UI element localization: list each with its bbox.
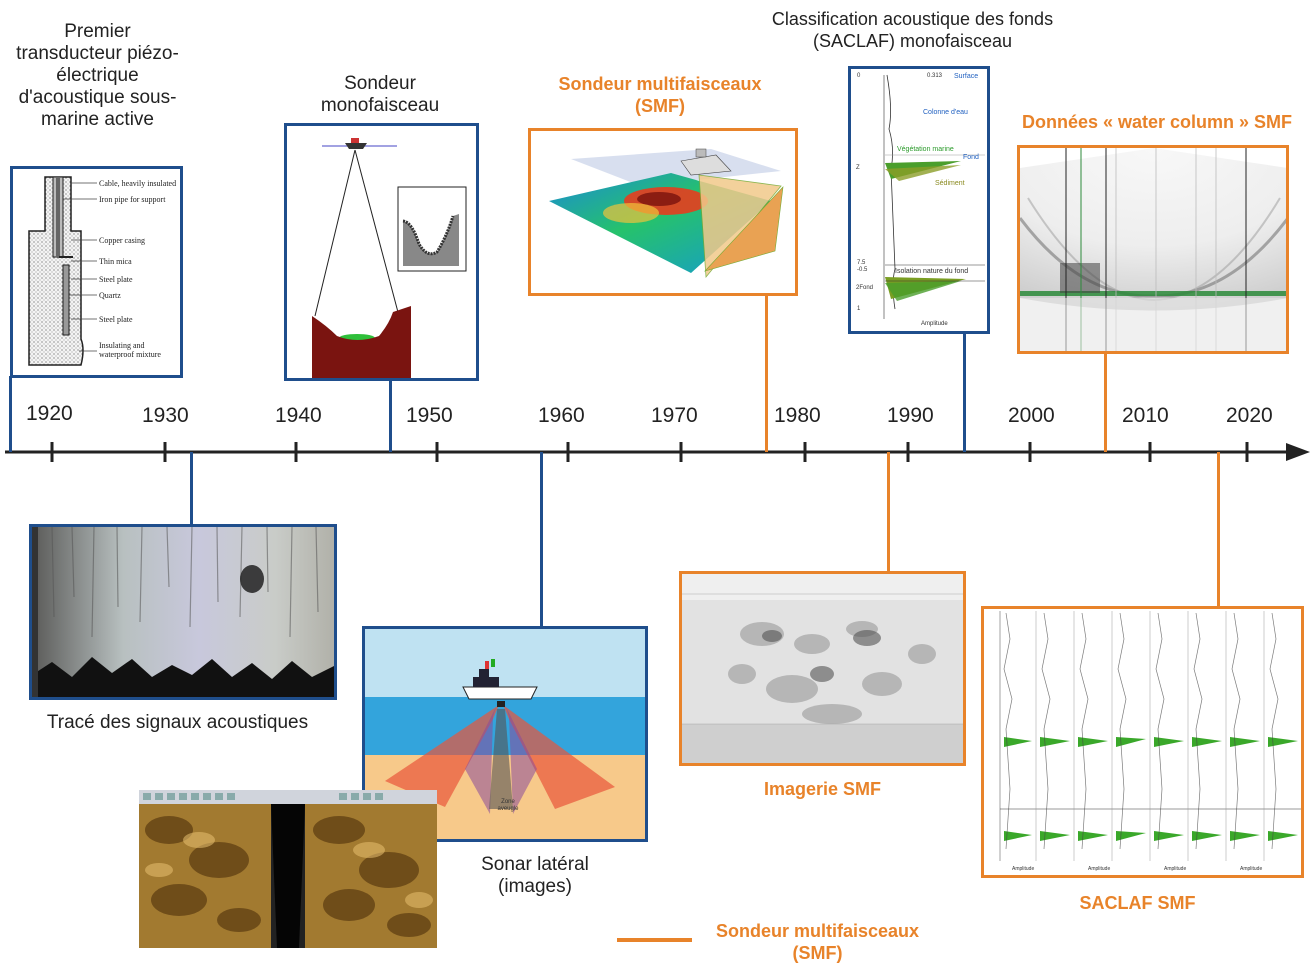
water-column-image xyxy=(1017,145,1289,354)
transducer-label: Premier transducteur piézo-électrique d'… xyxy=(16,21,179,130)
axis-label: 2Fond xyxy=(856,285,874,291)
part-label: Quartz xyxy=(99,291,121,300)
imagerie-smf-image xyxy=(679,571,966,766)
saclaf-tag: Fond xyxy=(963,154,979,161)
connector-line xyxy=(9,376,12,452)
year-label: 1960 xyxy=(538,404,585,427)
water-column-label: Données « water column » SMF xyxy=(1021,112,1293,132)
saclaf-mono-diagram: Surface Colonne d'eau Végétation marine … xyxy=(848,66,990,334)
part-label: Steel plate xyxy=(99,275,133,284)
saclaf-tag: Sédiment xyxy=(935,180,965,187)
year-label: 1940 xyxy=(275,404,322,427)
connector-line xyxy=(963,330,966,452)
monobeam-diagram xyxy=(284,123,479,381)
year-label: 1950 xyxy=(406,404,453,427)
year-label: 1920 xyxy=(26,402,73,425)
saclaf-tag: Surface xyxy=(954,73,979,80)
connector-line xyxy=(389,378,392,452)
year-label: 1930 xyxy=(142,404,189,427)
part-label: Cable, heavily insulated xyxy=(99,179,177,188)
year-label: 2000 xyxy=(1008,404,1055,427)
blind-zone-label: Zone aveugle xyxy=(497,799,519,812)
sonar-lateral-diagram: Zone aveugle xyxy=(362,626,648,842)
amplitude-label: Amplitude xyxy=(1012,866,1035,872)
amplitude-label: Amplitude xyxy=(1088,866,1111,872)
saclaf-smf-chart: Amplitude Amplitude Amplitude Amplitude xyxy=(981,606,1304,878)
part-label: Thin mica xyxy=(99,257,132,266)
monobeam-label: Sondeur monofaisceau xyxy=(320,73,440,116)
year-label: 2010 xyxy=(1122,404,1169,427)
year-label: 1990 xyxy=(887,404,934,427)
year-label: 1980 xyxy=(774,404,821,427)
saclaf-smf-label: SACLAF SMF xyxy=(1079,893,1196,913)
connector-line xyxy=(540,452,543,630)
legend-label: Sondeur multifaisceaux (SMF) xyxy=(715,921,920,963)
saclaf-tag: Végétation marine xyxy=(897,146,954,153)
part-label: Iron pipe for support xyxy=(99,195,166,204)
acoustic-trace-image xyxy=(29,524,337,700)
axis-label: 7.5 xyxy=(857,260,866,266)
amplitude-label: Amplitude xyxy=(1240,866,1263,872)
transducer-diagram: Cable, heavily insulated Iron pipe for s… xyxy=(10,166,183,378)
saclaf-mono-label: Classification acoustique des fonds (SAC… xyxy=(771,9,1054,51)
axis-label: 0.313 xyxy=(927,73,943,79)
trace-label: Tracé des signaux acoustiques xyxy=(46,712,309,733)
year-label: 1970 xyxy=(651,404,698,427)
axis-label: -0.5 xyxy=(857,267,868,273)
axis-label: 0 xyxy=(857,73,861,79)
year-label: 2020 xyxy=(1226,404,1273,427)
connector-line xyxy=(765,295,768,452)
sonar-lateral-label: Sonar latéral (images) xyxy=(481,854,589,897)
smf-top-label: Sondeur multifaisceaux (SMF) xyxy=(558,74,762,116)
timeline-axis xyxy=(5,442,1310,462)
connector-line xyxy=(1217,452,1220,608)
axis-label: Z xyxy=(856,165,860,171)
smf-3d-diagram xyxy=(528,128,798,296)
connector-line xyxy=(190,452,193,526)
imagerie-label: Imagerie SMF xyxy=(763,779,882,799)
saclaf-tag: Isolation nature du fond xyxy=(895,268,969,275)
sonar-screenshot xyxy=(139,790,437,948)
saclaf-tag: Amplitude xyxy=(921,321,948,327)
amplitude-label: Amplitude xyxy=(1164,866,1187,872)
connector-line xyxy=(887,452,890,574)
connector-line xyxy=(1104,352,1107,452)
axis-label: 1 xyxy=(857,306,861,312)
legend-swatch xyxy=(617,938,692,942)
part-label: Steel plate xyxy=(99,315,133,324)
part-label: Copper casing xyxy=(99,236,145,245)
part-label: Insulating and waterproof mixture xyxy=(99,341,161,359)
saclaf-tag: Colonne d'eau xyxy=(923,109,968,116)
